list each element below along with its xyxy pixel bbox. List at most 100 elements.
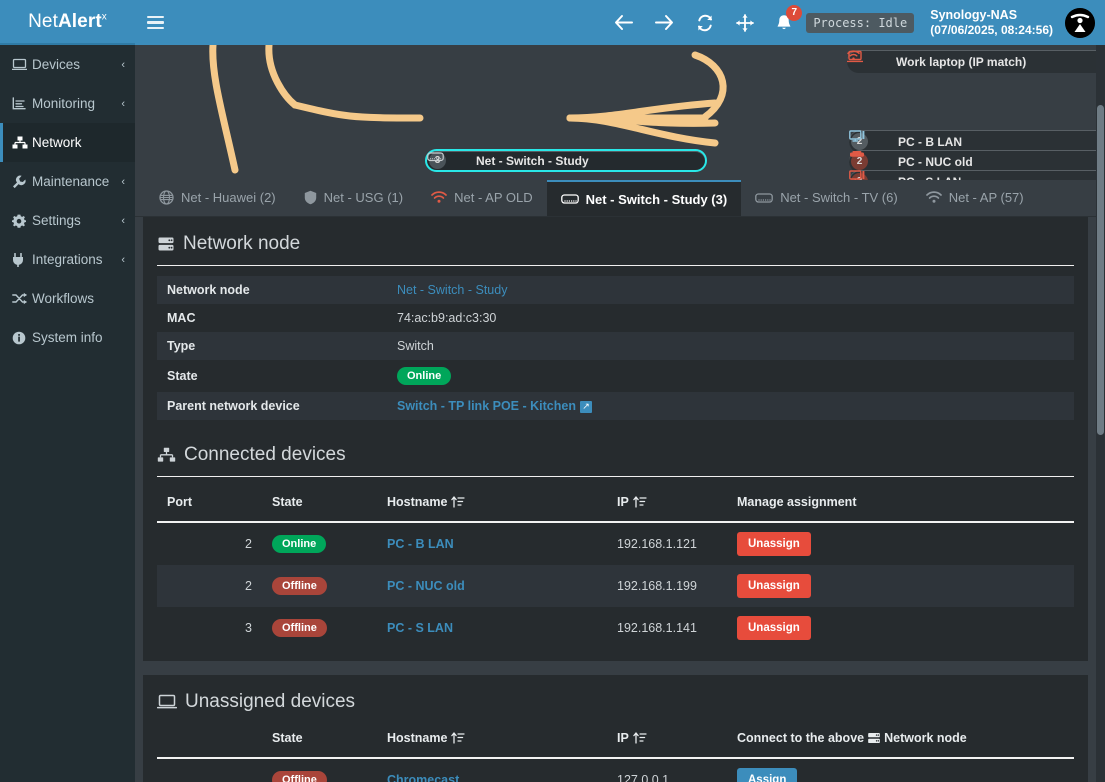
unassign-button[interactable]: Unassign <box>737 574 811 598</box>
column-header-hostname[interactable]: Hostname <box>377 723 607 758</box>
tab-label: Net - Huawei (2) <box>181 190 276 205</box>
network-topology-map[interactable]: Work laptop (IP match) 3 Net - Switch - … <box>135 45 1105 180</box>
unassigned-devices-card: Unassigned devices State Hostname IP Con… <box>143 675 1088 782</box>
unassign-button[interactable]: Unassign <box>737 616 811 640</box>
device-link[interactable]: PC - S LAN <box>387 621 453 635</box>
sidebar-item-integrations[interactable]: Integrations ‹ <box>0 240 135 279</box>
card-title-text: Unassigned devices <box>185 691 356 712</box>
column-header-state[interactable]: State <box>272 495 303 509</box>
column-header-manage-assignment[interactable]: Manage assignment <box>737 495 857 509</box>
topology-node-label: PC - NUC old <box>898 154 973 169</box>
tab-net-switch-study[interactable]: Net - Switch - Study (3) <box>546 179 742 216</box>
bell-icon[interactable]: 7 <box>776 4 803 32</box>
device-link[interactable]: PC - B LAN <box>387 537 454 551</box>
avatar[interactable] <box>1065 7 1095 38</box>
topology-node-pc-nuc-old[interactable]: 2 PC - NUC old <box>849 150 1105 173</box>
tab-net-usg[interactable]: Net - USG (1) <box>290 179 417 216</box>
cell-hostname: PC - NUC old <box>377 565 607 607</box>
cell-port: 2 <box>245 537 252 551</box>
unassign-button[interactable]: Unassign <box>737 532 811 556</box>
cell-hostname: PC - B LAN <box>377 522 607 565</box>
sitemap-icon <box>157 447 176 463</box>
device-link[interactable]: PC - NUC old <box>387 579 465 593</box>
logo-part-alert: Alert <box>57 10 102 32</box>
status-badge: Online <box>272 535 327 553</box>
tab-net-ap[interactable]: Net - AP (57) <box>912 179 1038 216</box>
sidebar-label-system-info: System info <box>32 330 103 345</box>
column-header-hostname-label: Hostname <box>387 495 448 509</box>
sort-asc-icon[interactable] <box>633 496 647 508</box>
sidebar-item-settings[interactable]: Settings ‹ <box>0 201 135 240</box>
detail-value: 74:ac:b9:ad:c3:30 <box>397 311 497 325</box>
parent-device-link[interactable]: Switch - TP link POE - Kitchen <box>397 399 576 413</box>
tab-net-switch-tv[interactable]: Net - Switch - TV (6) <box>741 179 912 216</box>
tab-label: Net - AP OLD <box>454 190 533 205</box>
tab-net-ap-old[interactable]: Net - AP OLD <box>417 179 547 216</box>
connected-devices-table: Port State Hostname IP Manage assignment… <box>157 487 1074 649</box>
sidebar-item-system-info[interactable]: System info <box>0 318 135 357</box>
refresh-icon[interactable] <box>696 14 714 32</box>
cell-ip: 192.168.1.141 <box>617 621 697 635</box>
tab-label: Net - USG (1) <box>323 190 404 205</box>
sort-asc-icon[interactable] <box>633 732 647 744</box>
sidebar-item-devices[interactable]: Devices ‹ <box>0 45 135 84</box>
cell-hostname: PC - S LAN <box>377 607 607 649</box>
column-header-blank <box>157 723 262 758</box>
topology-node-work-laptop[interactable]: Work laptop (IP match) <box>847 50 1105 73</box>
topology-node-label: PC - B LAN <box>898 134 962 149</box>
vertical-scrollbar[interactable] <box>1096 45 1105 782</box>
hamburger-bar-1 <box>146 15 164 19</box>
laptop-icon <box>12 58 32 71</box>
sort-asc-icon[interactable] <box>451 732 466 744</box>
topology-node-label: Work laptop (IP match) <box>896 54 1027 69</box>
top-bar: 7 Process: Idle Synology-NAS (07/06/2025… <box>135 0 1105 45</box>
divider <box>157 265 1074 266</box>
hamburger-bar-2 <box>146 21 164 24</box>
topology-node-pc-b-lan[interactable]: 2 PC - B LAN <box>849 130 1105 153</box>
table-row: 2 Offline PC - NUC old 192.168.1.199 Una… <box>157 565 1074 607</box>
network-node-link[interactable]: Net - Switch - Study <box>397 283 508 297</box>
sidebar-item-network[interactable]: Network <box>0 123 135 162</box>
divider <box>157 476 1074 477</box>
forward-arrow-icon[interactable] <box>655 14 674 31</box>
column-header-ip[interactable]: IP <box>607 487 727 522</box>
cell-state: Offline <box>262 565 377 607</box>
hamburger-menu-icon[interactable] <box>135 0 175 45</box>
sidebar-item-maintenance[interactable]: Maintenance ‹ <box>0 162 135 201</box>
globe-icon <box>159 190 174 205</box>
cell-ip: 127.0.0.1 <box>617 773 670 782</box>
column-header-ip[interactable]: IP <box>607 723 727 758</box>
column-header-hostname[interactable]: Hostname <box>377 487 607 522</box>
chevron-left-icon: ‹ <box>121 97 125 110</box>
tab-net-huawei[interactable]: Net - Huawei (2) <box>145 179 290 216</box>
app-logo[interactable]: NetAlertx <box>0 0 135 45</box>
scrollbar-thumb[interactable] <box>1097 105 1104 435</box>
sidebar-item-workflows[interactable]: Workflows <box>0 279 135 318</box>
switch-icon <box>755 192 774 204</box>
detail-value: Switch - TP link POE - Kitchen ↗ <box>387 392 1074 420</box>
sort-asc-icon[interactable] <box>451 496 466 508</box>
sidebar-item-monitoring[interactable]: Monitoring ‹ <box>0 84 135 123</box>
external-link-icon[interactable]: ↗ <box>579 400 592 413</box>
topology-node-pc-s-lan[interactable]: 3 PC - S LAN <box>849 170 1105 180</box>
chevron-left-icon: ‹ <box>121 253 125 266</box>
host-info: Synology-NAS (07/06/2025, 08:24:56) <box>930 8 1053 38</box>
device-link[interactable]: Chromecast <box>387 773 460 782</box>
move-icon[interactable] <box>736 13 755 32</box>
assign-button[interactable]: Assign <box>737 768 798 782</box>
process-status-chip: Process: Idle <box>806 12 915 33</box>
gear-icon <box>12 214 32 228</box>
connected-devices-title: Connected devices <box>157 444 1074 476</box>
table-row: 2 Online PC - B LAN 192.168.1.121 Unassi… <box>157 522 1074 565</box>
node-port-badge: 2 <box>851 153 868 170</box>
table-header-row: State Hostname IP Connect to the above Ne… <box>157 723 1074 758</box>
back-arrow-icon[interactable] <box>614 14 634 31</box>
column-header-connect: Connect to the above Network node <box>727 723 1074 758</box>
network-node-tabs: Net - Huawei (2) Net - USG (1) Net - AP … <box>135 179 1105 217</box>
column-header-port[interactable]: Port <box>167 495 192 509</box>
main-content: Work laptop (IP match) 3 Net - Switch - … <box>135 45 1105 782</box>
chevron-left-icon: ‹ <box>121 214 125 227</box>
topology-node-selected-switch[interactable]: 3 Net - Switch - Study <box>425 149 707 172</box>
column-header-state[interactable]: State <box>272 731 303 745</box>
